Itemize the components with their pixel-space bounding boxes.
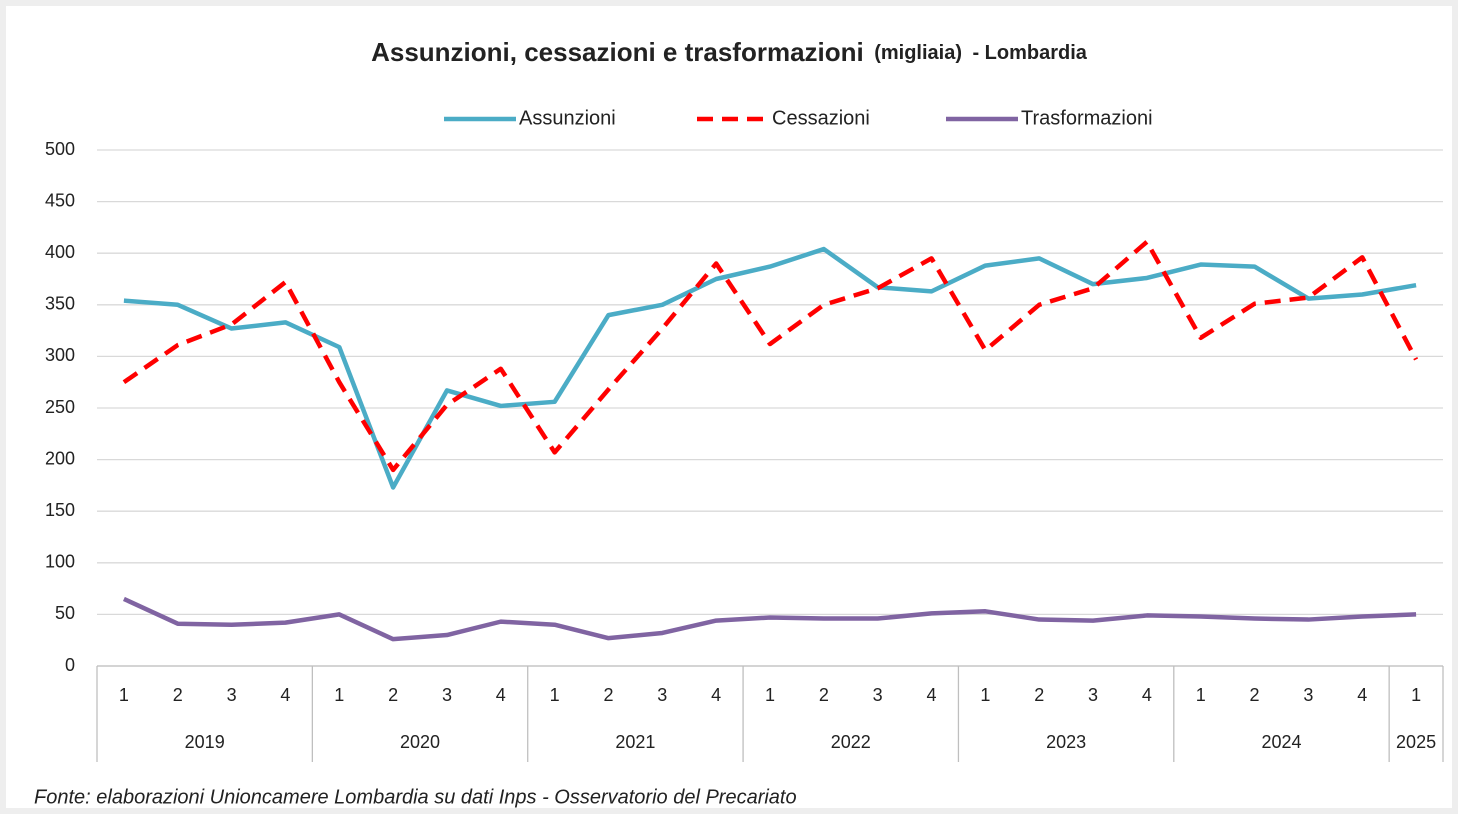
x-tick-label: 3 (1303, 685, 1313, 705)
source-note: Fonte: elaborazioni Unioncamere Lombardi… (34, 786, 797, 808)
y-tick-label: 50 (55, 603, 75, 623)
x-tick-label: 3 (873, 685, 883, 705)
y-tick-label: 250 (45, 397, 75, 417)
x-tick-label: 1 (550, 685, 560, 705)
y-tick-label: 150 (45, 500, 75, 520)
chart-title-suffix: - Lombardia (972, 42, 1087, 64)
legend-label: Assunzioni (519, 107, 616, 129)
series-line (123, 246, 1417, 490)
legend-label: Cessazioni (772, 107, 870, 129)
chart-title-unit: (migliaia) (874, 42, 962, 64)
x-group-label: 2025 (1396, 732, 1436, 752)
x-tick-label: 4 (1357, 685, 1367, 705)
x-tick-label: 3 (227, 685, 237, 705)
x-group-label: 2021 (615, 732, 655, 752)
x-tick-label: 1 (334, 685, 344, 705)
x-group-label: 2019 (185, 732, 225, 752)
x-tick-label: 1 (980, 685, 990, 705)
x-tick-label: 1 (1411, 685, 1421, 705)
x-tick-label: 1 (1196, 685, 1206, 705)
x-tick-label: 1 (119, 685, 129, 705)
x-group-label: 2020 (400, 732, 440, 752)
x-tick-label: 3 (1088, 685, 1098, 705)
x-tick-label: 4 (1142, 685, 1152, 705)
x-tick-label: 3 (442, 685, 452, 705)
y-tick-label: 350 (45, 294, 75, 314)
chart-background (6, 6, 1452, 808)
x-tick-label: 4 (496, 685, 506, 705)
x-tick-label: 2 (1250, 685, 1260, 705)
chart-title: Assunzioni, cessazioni e trasformazioni (371, 37, 864, 67)
x-tick-label: 2 (819, 685, 829, 705)
series-line (122, 239, 1419, 473)
chart-title-group: Assunzioni, cessazioni e trasformazioni … (371, 37, 1088, 67)
y-tick-label: 500 (45, 139, 75, 159)
y-tick-label: 200 (45, 448, 75, 468)
x-tick-label: 4 (280, 685, 290, 705)
x-tick-label: 4 (711, 685, 721, 705)
y-tick-label: 300 (45, 345, 75, 365)
x-tick-label: 2 (603, 685, 613, 705)
x-group-label: 2022 (831, 732, 871, 752)
legend-label: Trasformazioni (1021, 107, 1153, 129)
x-tick-label: 1 (765, 685, 775, 705)
x-group-label: 2024 (1261, 732, 1301, 752)
y-tick-label: 450 (45, 190, 75, 210)
series-line (122, 596, 1417, 642)
x-tick-label: 4 (927, 685, 937, 705)
x-tick-label: 2 (173, 685, 183, 705)
y-tick-label: 100 (45, 552, 75, 572)
x-group-label: 2023 (1046, 732, 1086, 752)
x-tick-label: 2 (1034, 685, 1044, 705)
y-tick-label: 400 (45, 242, 75, 262)
y-tick-label: 0 (65, 655, 75, 675)
x-tick-label: 3 (657, 685, 667, 705)
x-tick-label: 2 (388, 685, 398, 705)
